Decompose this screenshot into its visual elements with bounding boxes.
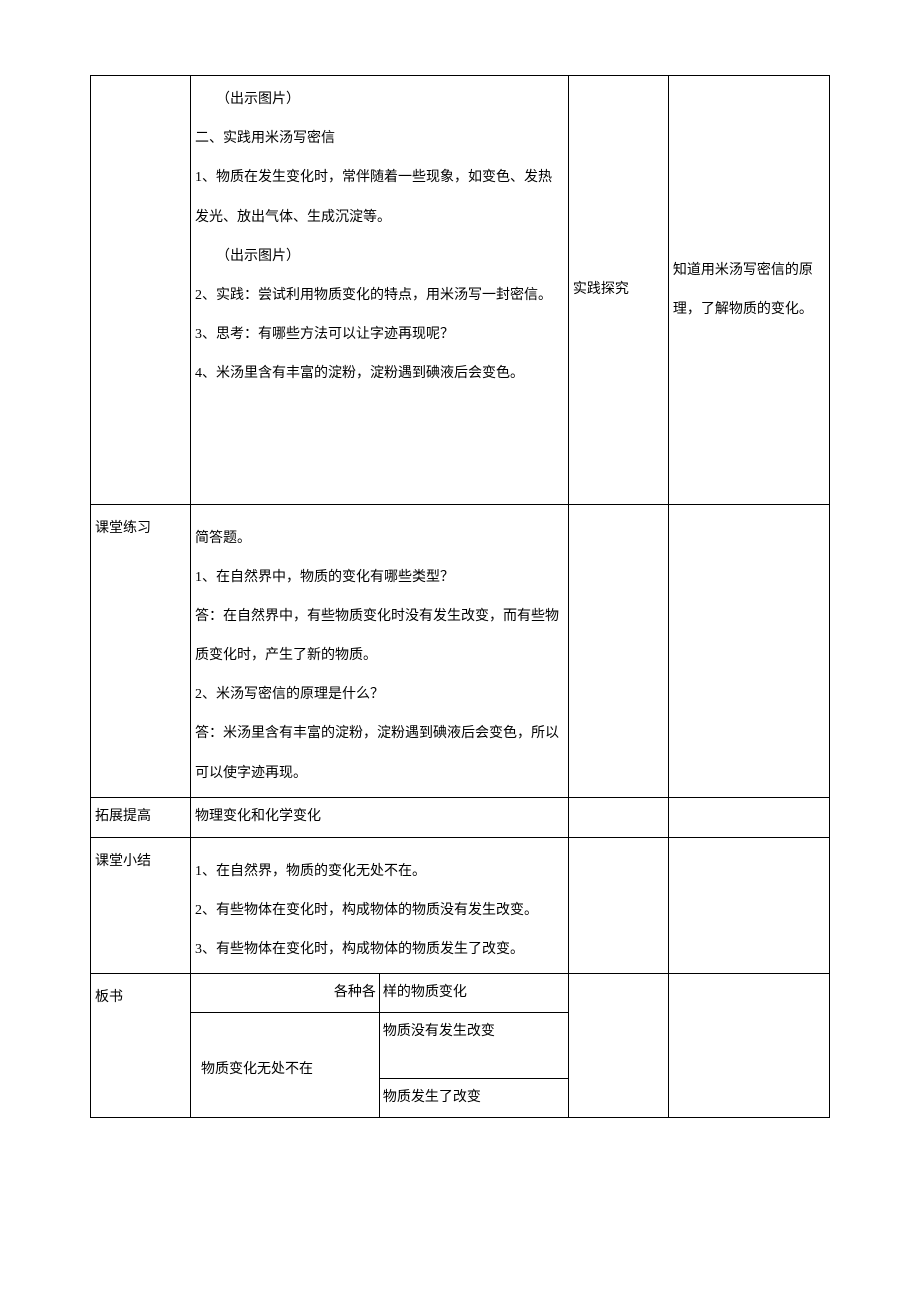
content-line: 答：在自然界中，有些物质变化时没有发生改变，而有些物质变化时，产生了新的物质。 (195, 597, 564, 675)
board-bottom-right: 物质发生了改变 (379, 1079, 567, 1117)
objective (668, 974, 829, 1118)
objective: 知道用米汤写密信的原理，了解物质的变化。 (668, 76, 829, 505)
content-line: 答：米汤里含有丰富的淀粉，淀粉遇到碘液后会变色，所以可以使字迹再现。 (195, 714, 564, 792)
activity-type (568, 504, 668, 797)
activity-type (568, 974, 668, 1118)
table-row: 课堂练习 简答题。 1、在自然界中，物质的变化有哪些类型？ 答：在自然界中，有些… (91, 504, 830, 797)
lesson-plan-table: （出示图片） 二、实践用米汤写密信 1、物质在发生变化时，常伴随着一些现象，如变… (90, 75, 830, 1118)
section-content: 1、在自然界，物质的变化无处不在。 2、有些物体在变化时，构成物体的物质没有发生… (191, 837, 569, 974)
section-label (91, 76, 191, 505)
content-line: 1、物质在发生变化时，常伴随着一些现象，如变色、发热发光、放出气体、生成沉淀等。 (195, 158, 564, 236)
content-line: 2、实践：尝试利用物质变化的特点，用米汤写一封密信。 (195, 276, 564, 315)
section-content: 简答题。 1、在自然界中，物质的变化有哪些类型？ 答：在自然界中，有些物质变化时… (191, 504, 569, 797)
content-line: 3、思考：有哪些方法可以让字迹再现呢？ (195, 315, 564, 354)
table-row: （出示图片） 二、实践用米汤写密信 1、物质在发生变化时，常伴随着一些现象，如变… (91, 76, 830, 505)
objective (668, 797, 829, 837)
board-top-right: 样的物质变化 (379, 974, 567, 1012)
activity-type (568, 797, 668, 837)
board-mid-right: 物质没有发生改变 (379, 1012, 567, 1079)
content-line: 3、有些物体在变化时，构成物体的物质发生了改变。 (195, 930, 564, 969)
content-line: 1、在自然界，物质的变化无处不在。 (195, 852, 564, 891)
content-line: 2、有些物体在变化时，构成物体的物质没有发生改变。 (195, 891, 564, 930)
section-label: 课堂练习 (91, 504, 191, 797)
board-top-left: 各种各 (191, 974, 379, 1012)
section-label: 拓展提高 (91, 797, 191, 837)
section-content: （出示图片） 二、实践用米汤写密信 1、物质在发生变化时，常伴随着一些现象，如变… (191, 76, 569, 505)
content-line: 2、米汤写密信的原理是什么？ (195, 675, 564, 714)
section-label: 课堂小结 (91, 837, 191, 974)
objective (668, 837, 829, 974)
board-content: 各种各 样的物质变化 物质变化无处不在 物质没有发生改变 物质发生了改变 (191, 974, 569, 1118)
activity-type (568, 837, 668, 974)
content-line: （出示图片） (195, 237, 564, 276)
content-line: 简答题。 (195, 519, 564, 558)
content-line: 4、米汤里含有丰富的淀粉，淀粉遇到碘液后会变色。 (195, 354, 564, 393)
content-line: （出示图片） (195, 80, 564, 119)
activity-type: 实践探究 (568, 76, 668, 505)
table-row: 课堂小结 1、在自然界，物质的变化无处不在。 2、有些物体在变化时，构成物体的物… (91, 837, 830, 974)
section-content: 物理变化和化学变化 (191, 797, 569, 837)
objective (668, 504, 829, 797)
board-nested-table: 各种各 样的物质变化 物质变化无处不在 物质没有发生改变 物质发生了改变 (191, 974, 568, 1117)
content-line: 1、在自然界中，物质的变化有哪些类型？ (195, 558, 564, 597)
table-row: 拓展提高 物理变化和化学变化 (91, 797, 830, 837)
content-line: 二、实践用米汤写密信 (195, 119, 564, 158)
section-label: 板书 (91, 974, 191, 1118)
table-row: 板书 各种各 样的物质变化 物质变化无处不在 物质没有发生改变 物质发生了改变 (91, 974, 830, 1118)
board-bottom-left: 物质变化无处不在 (191, 1012, 379, 1117)
